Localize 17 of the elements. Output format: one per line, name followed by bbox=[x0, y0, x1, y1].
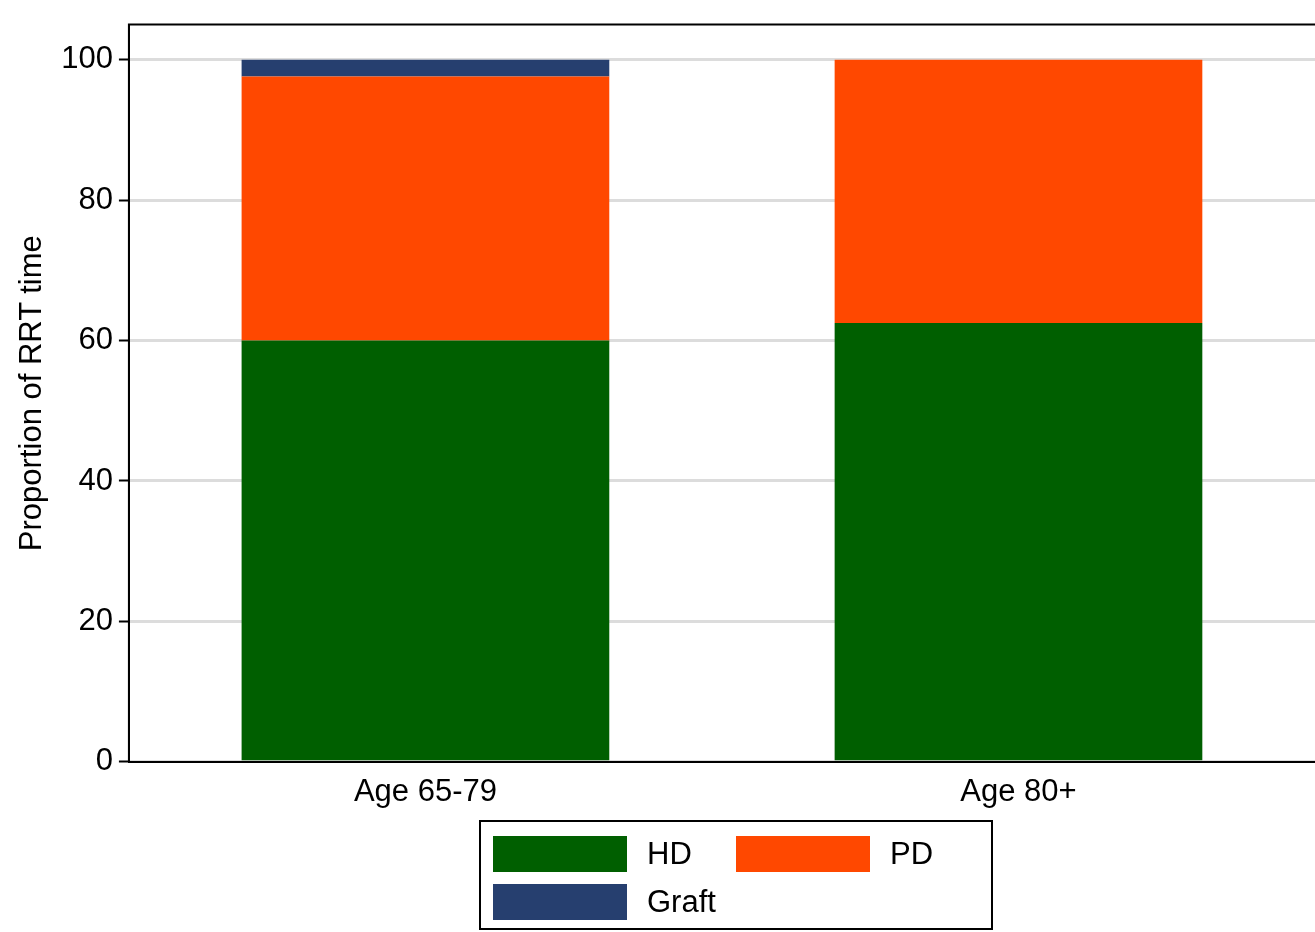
y-tick-label: 20 bbox=[78, 601, 113, 637]
bar bbox=[241, 340, 610, 761]
bar bbox=[834, 59, 1203, 323]
y-tick-label: 40 bbox=[78, 461, 113, 497]
y-tick-label: 80 bbox=[78, 180, 113, 216]
bar bbox=[834, 322, 1203, 761]
legend-label: PD bbox=[890, 836, 934, 872]
legend-label: HD bbox=[647, 836, 692, 872]
legend-label: Graft bbox=[647, 884, 716, 920]
y-axis-title: Proportion of RRT time bbox=[13, 235, 49, 552]
y-tick-label: 60 bbox=[78, 321, 113, 357]
x-tick-label: Age 80+ bbox=[960, 772, 1077, 808]
bar bbox=[241, 76, 610, 341]
y-tick-label: 100 bbox=[61, 40, 113, 76]
bar bbox=[241, 59, 610, 77]
x-tick-label: Age 65-79 bbox=[353, 772, 497, 808]
y-tick-label: 0 bbox=[95, 742, 113, 778]
